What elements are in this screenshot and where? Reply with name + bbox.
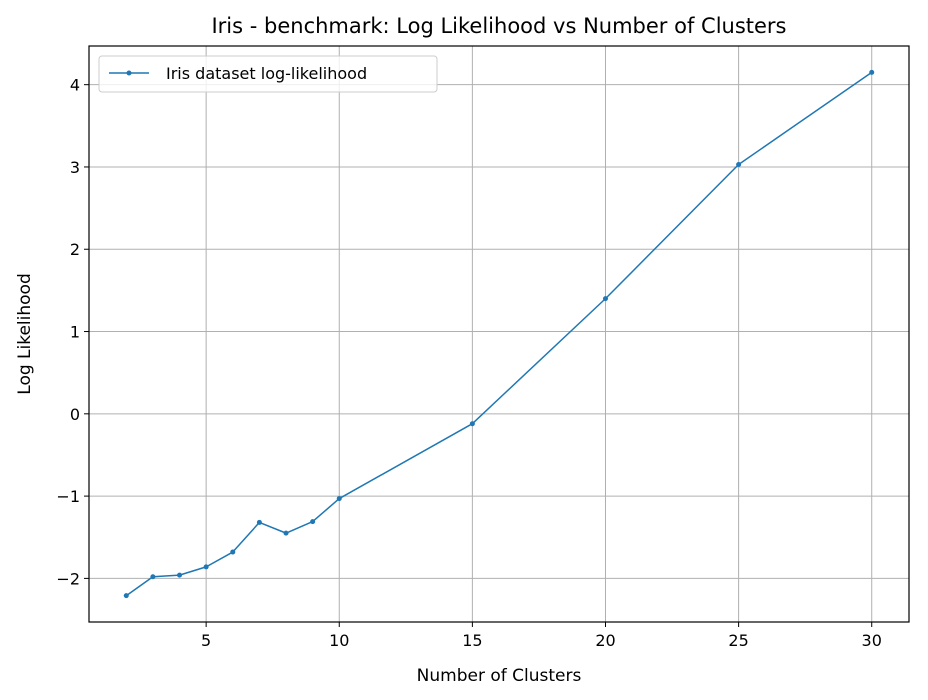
ticks: 5 10 15 20 25 30 −2 −1 0 1 2 3 4 — [56, 76, 882, 650]
data-point — [283, 530, 289, 536]
data-point — [736, 161, 742, 167]
data-point — [469, 421, 475, 427]
x-tick-label: 20 — [595, 631, 615, 650]
y-tick-label: −2 — [56, 569, 80, 588]
x-tick-label: 5 — [201, 631, 211, 650]
y-tick-label: 3 — [70, 158, 80, 177]
legend-marker-sample — [126, 70, 132, 76]
data-point — [177, 572, 183, 578]
legend-label: Iris dataset log-likelihood — [166, 64, 367, 83]
data-point — [256, 519, 262, 525]
x-tick-label: 15 — [462, 631, 482, 650]
y-tick-label: −1 — [56, 487, 80, 506]
x-tick-label: 10 — [329, 631, 349, 650]
data-point — [123, 593, 129, 599]
chart-title: Iris - benchmark: Log Likelihood vs Numb… — [211, 14, 786, 38]
y-tick-label: 1 — [70, 323, 80, 342]
y-tick-label: 2 — [70, 240, 80, 259]
x-axis-label: Number of Clusters — [417, 666, 582, 686]
y-tick-label: 0 — [70, 405, 80, 424]
plot-frame — [88, 45, 910, 623]
data-point — [230, 549, 236, 555]
y-tick-label: 4 — [70, 76, 80, 95]
data-point — [150, 574, 156, 580]
x-tick-label: 25 — [728, 631, 748, 650]
data-point — [336, 496, 342, 502]
y-axis-label: Log Likelihood — [15, 273, 35, 394]
x-tick-label: 30 — [862, 631, 882, 650]
legend-box — [98, 55, 438, 93]
data-point — [310, 519, 316, 525]
data-point — [203, 564, 209, 570]
data-point — [869, 69, 875, 75]
data-point — [602, 296, 608, 302]
series — [123, 69, 875, 599]
legend: Iris dataset log-likelihood — [98, 55, 438, 93]
